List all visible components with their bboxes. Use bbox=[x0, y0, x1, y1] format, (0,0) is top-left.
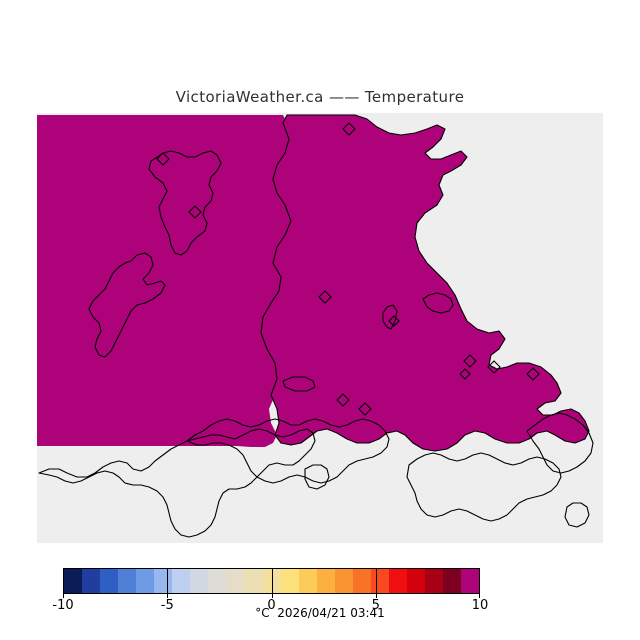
inland-water-outline-3 bbox=[282, 376, 316, 392]
colorbar-tick-label: 0 bbox=[267, 598, 276, 613]
colorbar-cell bbox=[461, 569, 480, 593]
colorbar-cell bbox=[298, 569, 317, 593]
temperature-region-west bbox=[37, 115, 295, 447]
colorbar-cell bbox=[64, 569, 83, 593]
colorbar-cell bbox=[118, 569, 137, 593]
colorbar-cell bbox=[388, 569, 407, 593]
diamond-marker[interactable] bbox=[487, 360, 501, 374]
colorbar-tick-mark bbox=[63, 594, 64, 598]
diamond-marker[interactable] bbox=[463, 354, 477, 368]
page-title: VictoriaWeather.ca —— Temperature bbox=[175, 88, 465, 106]
diamond-marker[interactable] bbox=[342, 122, 356, 136]
colorbar-tick-label: 5 bbox=[371, 598, 380, 613]
colorbar-tick-line bbox=[271, 568, 273, 594]
colorbar-cell bbox=[352, 569, 371, 593]
diamond-marker[interactable] bbox=[459, 368, 471, 380]
diamond-marker[interactable] bbox=[358, 402, 372, 416]
temperature-region-main-landmass bbox=[261, 115, 589, 451]
colorbar-tick-label: 10 bbox=[471, 598, 489, 613]
colorbar-cell bbox=[406, 569, 425, 593]
colorbar-tick-line bbox=[167, 568, 169, 594]
colorbar-cell bbox=[226, 569, 245, 593]
coastline-south-inlet bbox=[304, 464, 330, 490]
colorbar-cell bbox=[442, 569, 462, 593]
colorbar-cell bbox=[82, 569, 101, 593]
colorbar-cell bbox=[244, 569, 263, 593]
colorbar-cell bbox=[424, 569, 443, 593]
colorbar-cell bbox=[154, 569, 173, 593]
colorbar-tick-mark bbox=[375, 594, 377, 598]
island-outline-south bbox=[88, 252, 166, 358]
colorbar-tick-line bbox=[375, 568, 377, 594]
colorbar-cell bbox=[370, 569, 389, 593]
colorbar-caption: °C 2026/04/21 03:41 bbox=[255, 606, 385, 620]
diamond-marker[interactable] bbox=[388, 315, 400, 327]
colorbar-cell bbox=[316, 569, 335, 593]
colorbar-tick-label: -5 bbox=[160, 598, 174, 613]
coastline-central-south-landmass bbox=[186, 418, 390, 484]
colorbar-cell bbox=[100, 569, 119, 593]
temperature-field-layer bbox=[37, 115, 589, 451]
colorbar-cell bbox=[334, 569, 353, 593]
coastline-southwest-peninsula bbox=[38, 428, 316, 538]
diamond-marker[interactable] bbox=[156, 152, 170, 166]
map-graphic bbox=[37, 114, 594, 538]
colorbar-tick-label: -10 bbox=[52, 598, 74, 613]
diamond-marker[interactable] bbox=[318, 290, 332, 304]
map-plot-area[interactable] bbox=[37, 113, 603, 543]
coastline-southeast-island bbox=[564, 502, 590, 528]
colorbar-cell bbox=[208, 569, 227, 593]
colorbar-tick-mark bbox=[479, 594, 480, 598]
colorbar-cell bbox=[136, 569, 155, 593]
coastline-main-landmass bbox=[260, 114, 590, 452]
station-markers-layer bbox=[156, 122, 540, 416]
colorbar-cell bbox=[172, 569, 191, 593]
diamond-marker[interactable] bbox=[526, 367, 540, 381]
diamond-marker[interactable] bbox=[336, 393, 350, 407]
island-outline-north bbox=[148, 150, 222, 256]
colorbar-tick-mark bbox=[271, 594, 273, 598]
coastline-east-peninsula bbox=[526, 412, 594, 474]
inland-water-outline-2 bbox=[382, 304, 398, 330]
inland-water-outline-1 bbox=[422, 292, 454, 314]
colorbar[interactable]: -10 -5 0 5 10 bbox=[52, 568, 488, 613]
diamond-marker[interactable] bbox=[188, 205, 202, 219]
coastline-layer bbox=[38, 114, 594, 538]
colorbar-tick-mark bbox=[167, 594, 169, 598]
coastline-southeast-landmass bbox=[406, 452, 562, 522]
colorbar-cell bbox=[280, 569, 299, 593]
colorbar-cell bbox=[190, 569, 209, 593]
